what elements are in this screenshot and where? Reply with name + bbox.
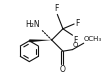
Text: H₂N: H₂N (25, 20, 40, 29)
Text: F: F (75, 19, 80, 28)
Text: OCH₃: OCH₃ (84, 36, 102, 42)
Text: O: O (59, 65, 65, 74)
Text: F: F (74, 36, 78, 45)
Polygon shape (29, 39, 52, 42)
Text: O: O (73, 42, 78, 48)
Text: F: F (54, 4, 59, 13)
